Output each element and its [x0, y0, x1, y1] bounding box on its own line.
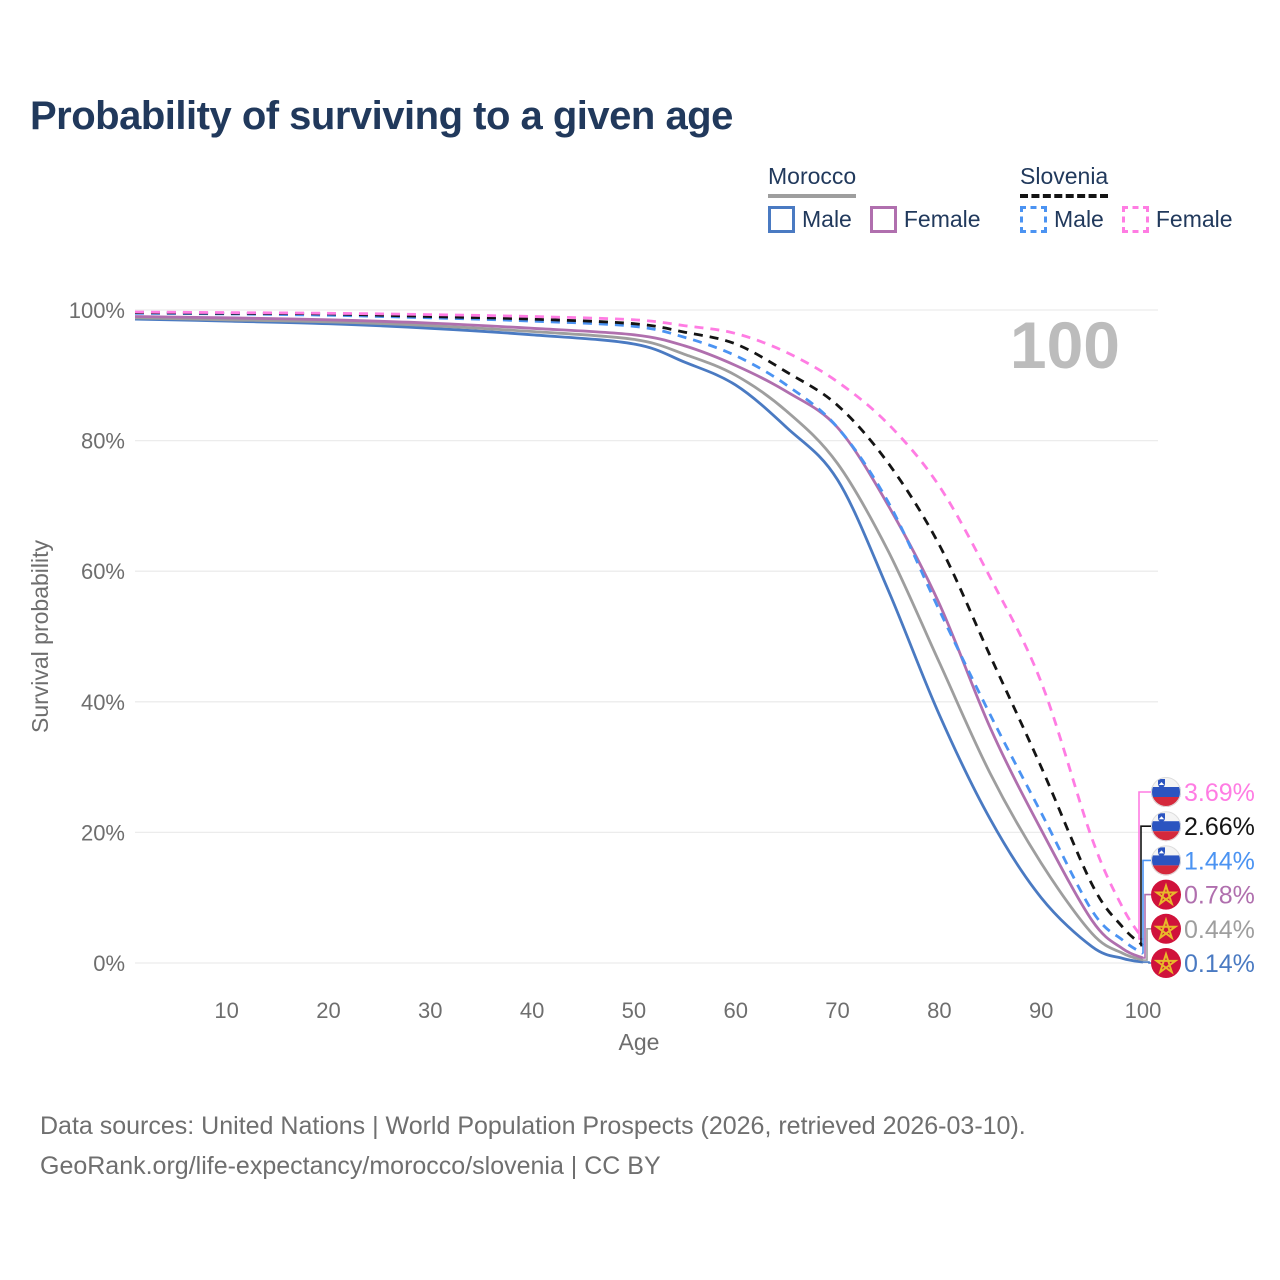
end-value-label: 1.44%	[1184, 847, 1255, 875]
legend-item-slovenia-male[interactable]: Male	[1020, 206, 1104, 233]
series-line-morocco-female	[134, 315, 1144, 960]
x-tick-label: 40	[520, 998, 544, 1023]
end-label-connector	[1143, 893, 1151, 959]
series-line-slovenia-both-sexes	[134, 311, 1144, 947]
x-tick-label: 30	[418, 998, 442, 1023]
legend-label: Female	[903, 206, 981, 232]
x-tick-label: 90	[1029, 998, 1053, 1023]
chart-title: Probability of surviving to a given age	[30, 94, 733, 138]
end-value-label: 0.14%	[1184, 950, 1255, 978]
end-label-group: 0.44%	[1151, 913, 1255, 944]
end-value-label: 2.66%	[1184, 813, 1255, 841]
footer-line-1: Data sources: United Nations | World Pop…	[40, 1112, 1026, 1140]
end-value-label: 0.44%	[1184, 916, 1255, 944]
footer-line-2: GeoRank.org/life-expectancy/morocco/slov…	[40, 1152, 661, 1180]
y-tick-label: 100%	[69, 298, 125, 323]
y-axis-title: Survival probability	[27, 539, 53, 733]
series-line-morocco-both-sexes	[134, 316, 1144, 962]
legend-group-morocco: Morocco Male Female	[768, 163, 981, 233]
morocco-flag-icon	[1151, 913, 1181, 944]
age-watermark: 100	[1010, 308, 1120, 382]
x-tick-label: 20	[316, 998, 340, 1023]
y-tick-label: 60%	[81, 559, 125, 584]
y-tick-label: 80%	[81, 429, 125, 454]
legend-country-slovenia: Slovenia	[1020, 163, 1109, 198]
y-tick-label: 0%	[93, 951, 125, 976]
legend-item-slovenia-female[interactable]: Female	[1121, 206, 1233, 233]
x-tick-label: 100	[1125, 998, 1162, 1023]
legend-item-morocco-female[interactable]: Female	[869, 206, 981, 233]
series-line-slovenia-female	[134, 310, 1145, 940]
end-label-group: 1.44%	[1151, 845, 1255, 876]
series-line-morocco-male	[134, 317, 1144, 964]
morocco-flag-icon	[1151, 948, 1181, 978]
legend-label: Male	[1054, 206, 1104, 232]
y-tick-label: 40%	[81, 690, 125, 715]
legend-item-morocco-male[interactable]: Male	[768, 206, 852, 233]
x-tick-label: 50	[622, 998, 646, 1023]
end-label-connector	[1142, 859, 1151, 954]
legend-country-morocco: Morocco	[768, 163, 857, 198]
slovenia-male-swatch-icon	[1020, 206, 1047, 233]
morocco-male-swatch-icon	[768, 206, 795, 233]
legend-label: Male	[802, 206, 852, 232]
end-label-connector	[1143, 928, 1151, 961]
x-axis-title: Age	[619, 1029, 660, 1055]
slovenia-female-swatch-icon	[1121, 206, 1149, 233]
legend-group-slovenia: Slovenia Male Female	[1020, 163, 1233, 233]
series-line-slovenia-male	[134, 311, 1144, 955]
end-label-group: 0.14%	[1151, 948, 1255, 978]
x-tick-label: 60	[723, 998, 747, 1023]
x-tick-label: 10	[214, 998, 238, 1023]
y-tick-label: 20%	[81, 820, 125, 845]
x-tick-label: 70	[825, 998, 849, 1023]
x-tick-label: 80	[927, 998, 951, 1023]
slovenia-flag-icon	[1151, 845, 1181, 876]
end-label-group: 2.66%	[1151, 811, 1255, 842]
end-label-group: 3.69%	[1151, 777, 1255, 807]
data-sources-footer: Data sources: United Nations | World Pop…	[40, 1106, 1026, 1186]
morocco-female-swatch-icon	[869, 206, 897, 233]
end-label-connector	[1143, 961, 1151, 964]
end-label-connector	[1140, 825, 1151, 947]
slovenia-flag-icon	[1151, 811, 1181, 842]
end-label-group: 0.78%	[1151, 879, 1255, 910]
morocco-flag-icon	[1151, 879, 1181, 910]
end-value-label: 0.78%	[1184, 882, 1255, 910]
legend-label: Female	[1155, 206, 1233, 232]
slovenia-flag-icon	[1151, 777, 1181, 807]
end-value-label: 3.69%	[1184, 779, 1255, 807]
